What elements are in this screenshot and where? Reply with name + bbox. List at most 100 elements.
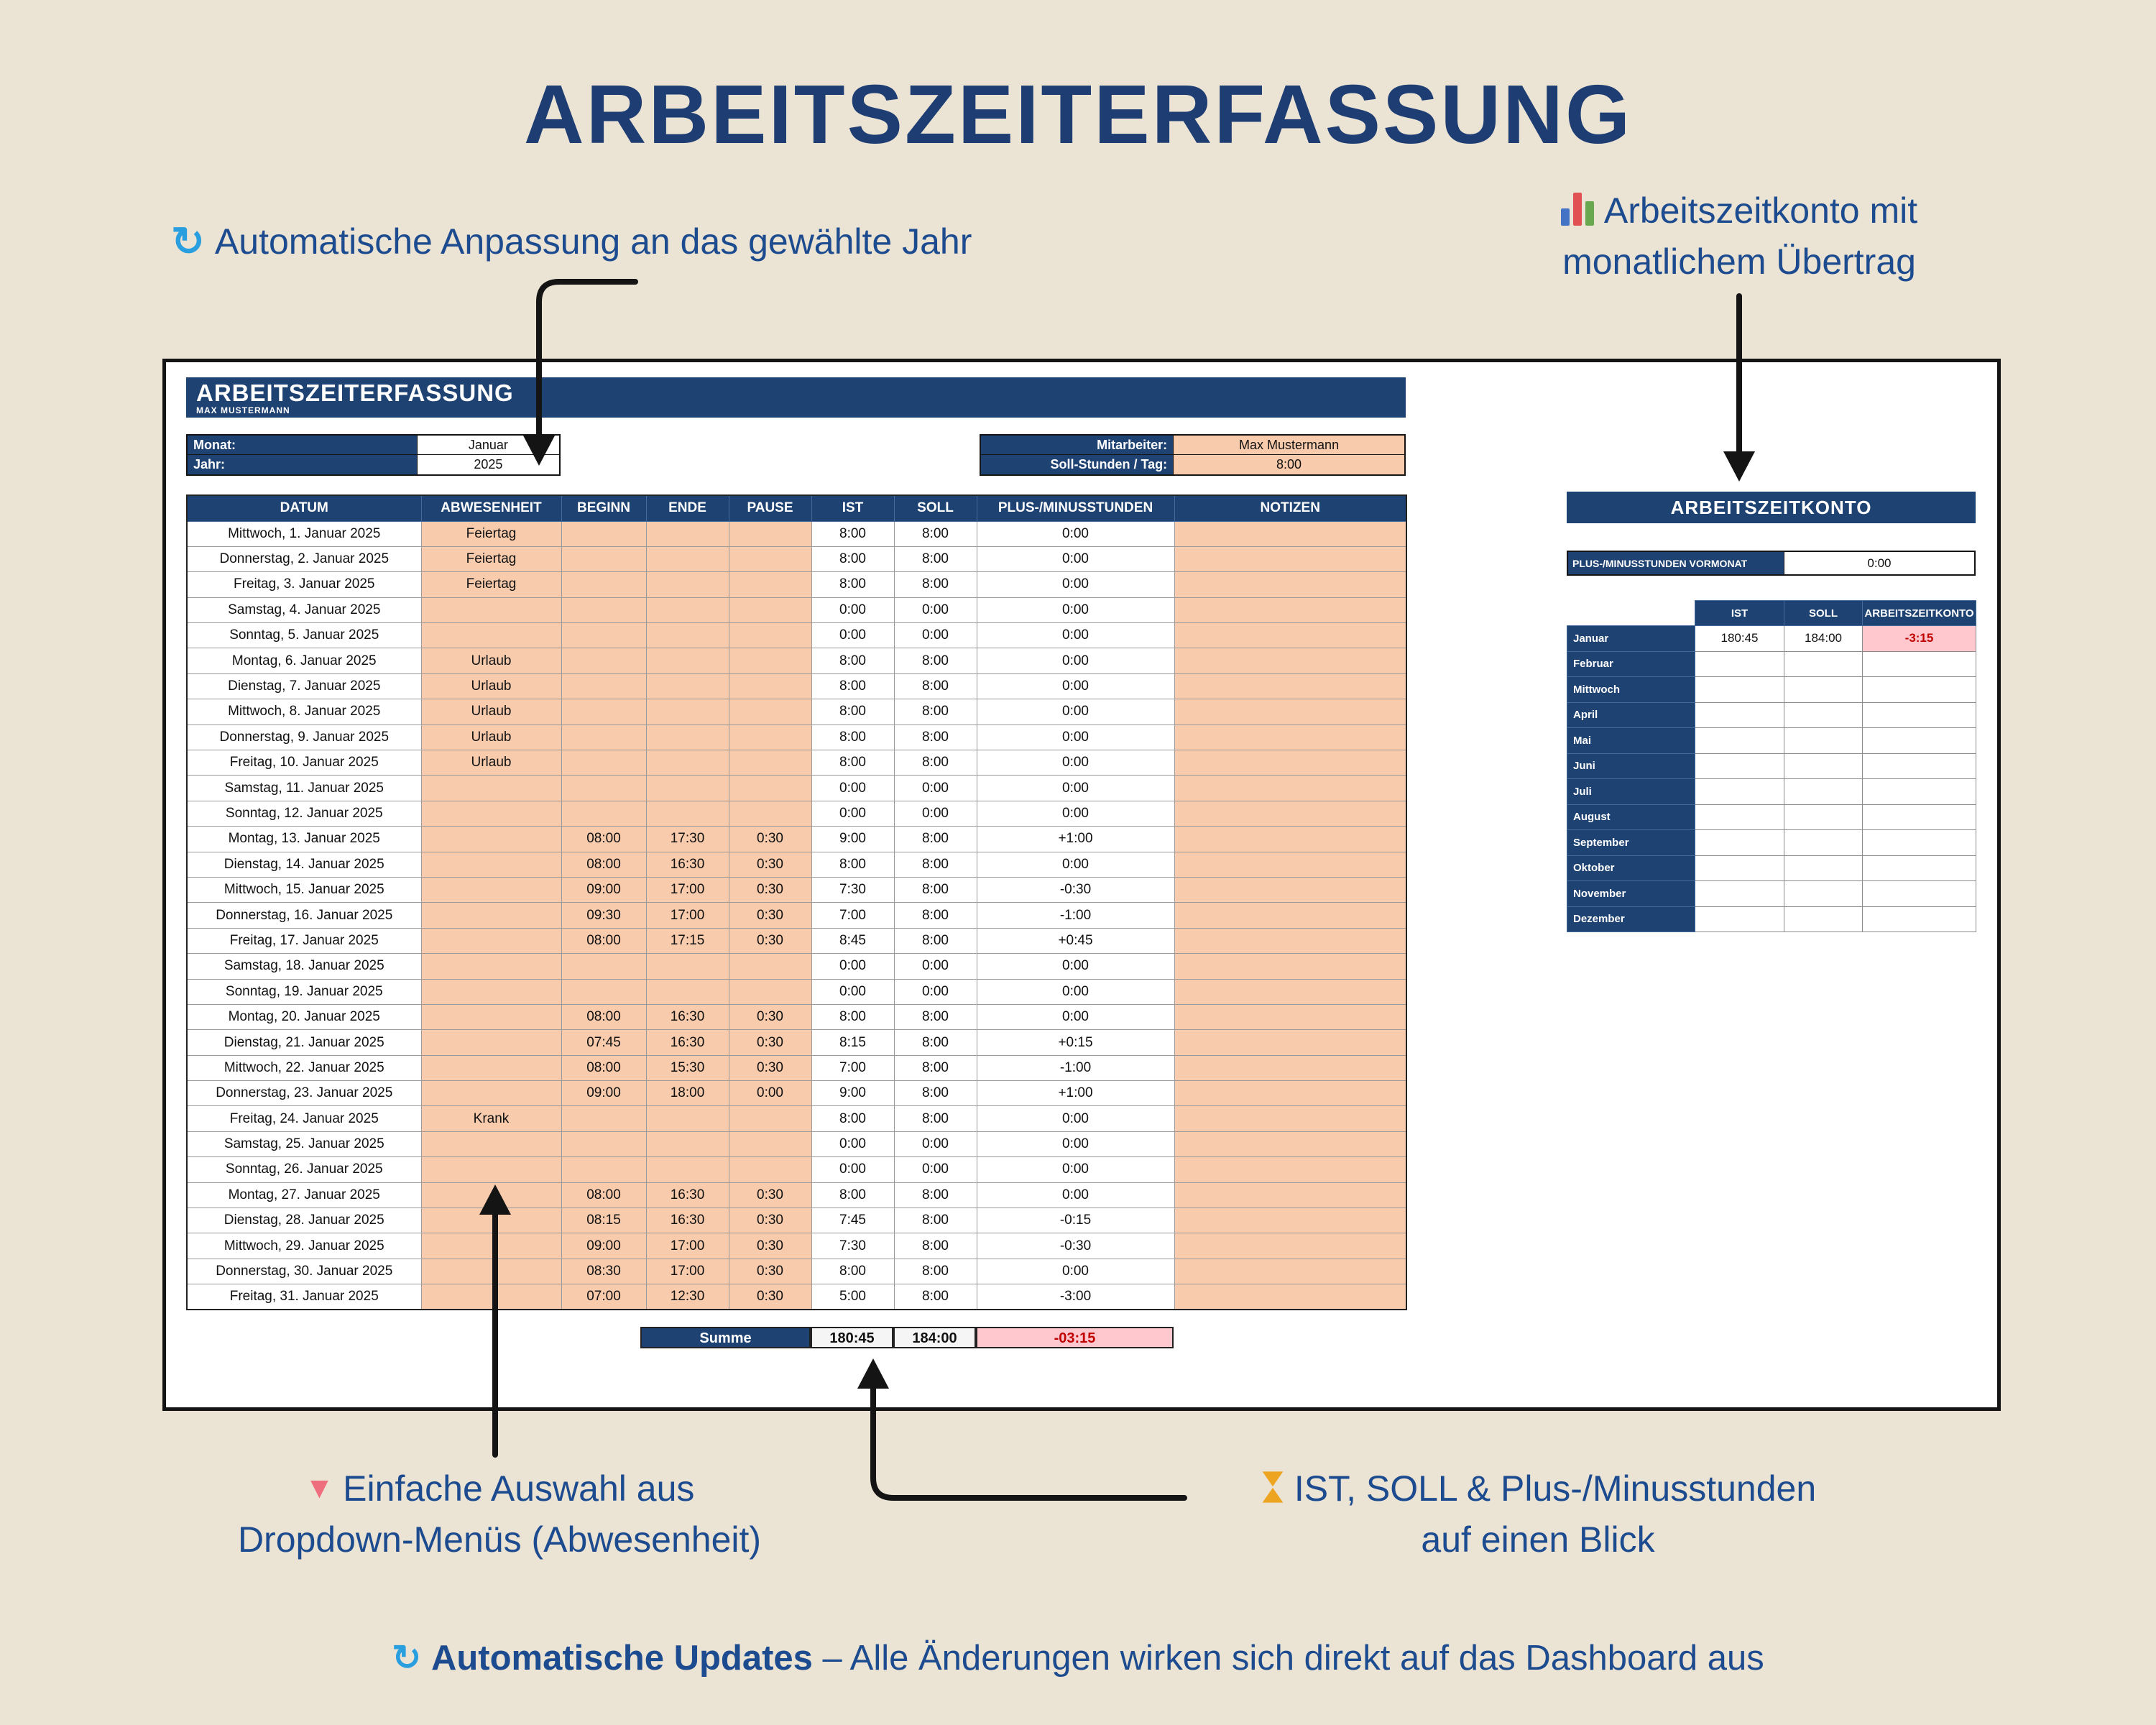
cell-abwesenheit[interactable]	[420, 978, 562, 1005]
cell-pause[interactable]	[728, 724, 812, 751]
cell-notizen[interactable]	[1174, 673, 1407, 700]
cell-ende[interactable]	[645, 1131, 729, 1158]
cell-ende[interactable]: 17:00	[645, 1258, 729, 1285]
cell-pause[interactable]: 0:30	[728, 1003, 812, 1031]
vormonat-value[interactable]: 0:00	[1783, 552, 1974, 574]
cell-pause[interactable]	[728, 1105, 812, 1132]
cell-abwesenheit[interactable]	[420, 1258, 562, 1285]
cell-abwesenheit[interactable]	[420, 1233, 562, 1259]
cell-abwesenheit[interactable]: Urlaub	[420, 750, 562, 776]
cell-notizen[interactable]	[1174, 1284, 1407, 1310]
cell-beginn[interactable]: 09:00	[561, 1233, 647, 1259]
cell-abwesenheit[interactable]: Urlaub	[420, 724, 562, 751]
cell-notizen[interactable]	[1174, 597, 1407, 624]
cell-pause[interactable]	[728, 953, 812, 980]
cell-ende[interactable]: 17:00	[645, 1233, 729, 1259]
cell-abwesenheit[interactable]	[420, 927, 562, 954]
cell-beginn[interactable]: 08:15	[561, 1208, 647, 1234]
cell-notizen[interactable]	[1174, 750, 1407, 776]
cell-abwesenheit[interactable]	[420, 876, 562, 903]
cell-notizen[interactable]	[1174, 1105, 1407, 1132]
cell-beginn[interactable]: 07:00	[561, 1284, 647, 1310]
cell-abwesenheit[interactable]: Urlaub	[420, 673, 562, 700]
cell-notizen[interactable]	[1174, 1233, 1407, 1259]
cell-abwesenheit[interactable]	[420, 1182, 562, 1209]
cell-pause[interactable]: 0:30	[728, 902, 812, 929]
cell-notizen[interactable]	[1174, 1208, 1407, 1234]
cell-abwesenheit[interactable]	[420, 953, 562, 980]
cell-pause[interactable]	[728, 520, 812, 547]
cell-notizen[interactable]	[1174, 775, 1407, 801]
cell-notizen[interactable]	[1174, 902, 1407, 929]
cell-ende[interactable]	[645, 978, 729, 1005]
cell-ende[interactable]	[645, 800, 729, 827]
cell-notizen[interactable]	[1174, 851, 1407, 878]
cell-ende[interactable]: 17:00	[645, 876, 729, 903]
cell-beginn[interactable]	[561, 800, 647, 827]
jahr-value[interactable]: 2025	[416, 455, 559, 474]
cell-notizen[interactable]	[1174, 1054, 1407, 1082]
cell-ende[interactable]: 17:30	[645, 826, 729, 852]
cell-abwesenheit[interactable]	[420, 1284, 562, 1310]
cell-pause[interactable]	[728, 800, 812, 827]
cell-ende[interactable]	[645, 699, 729, 725]
cell-ende[interactable]	[645, 673, 729, 700]
cell-beginn[interactable]: 08:00	[561, 1054, 647, 1082]
cell-pause[interactable]: 0:30	[728, 1258, 812, 1285]
cell-notizen[interactable]	[1174, 724, 1407, 751]
cell-beginn[interactable]	[561, 1131, 647, 1158]
cell-beginn[interactable]: 09:00	[561, 876, 647, 903]
cell-abwesenheit[interactable]	[420, 800, 562, 827]
cell-pause[interactable]: 0:00	[728, 1080, 812, 1107]
cell-notizen[interactable]	[1174, 953, 1407, 980]
cell-notizen[interactable]	[1174, 1258, 1407, 1285]
cell-beginn[interactable]: 09:30	[561, 902, 647, 929]
cell-beginn[interactable]	[561, 750, 647, 776]
cell-pause[interactable]	[728, 1131, 812, 1158]
cell-pause[interactable]: 0:30	[728, 1182, 812, 1209]
cell-beginn[interactable]	[561, 673, 647, 700]
cell-notizen[interactable]	[1174, 520, 1407, 547]
cell-beginn[interactable]	[561, 571, 647, 598]
cell-beginn[interactable]: 08:00	[561, 1003, 647, 1031]
cell-beginn[interactable]	[561, 1156, 647, 1183]
cell-ende[interactable]: 12:30	[645, 1284, 729, 1310]
cell-notizen[interactable]	[1174, 699, 1407, 725]
cell-beginn[interactable]: 08:00	[561, 927, 647, 954]
monat-value[interactable]: Januar	[416, 436, 559, 454]
cell-pause[interactable]	[728, 1156, 812, 1183]
cell-pause[interactable]: 0:30	[728, 927, 812, 954]
cell-abwesenheit[interactable]	[420, 1003, 562, 1031]
cell-ende[interactable]: 16:30	[645, 1003, 729, 1031]
cell-abwesenheit[interactable]	[420, 1080, 562, 1107]
cell-abwesenheit[interactable]	[420, 622, 562, 649]
cell-ende[interactable]: 15:30	[645, 1054, 729, 1082]
cell-notizen[interactable]	[1174, 1080, 1407, 1107]
cell-pause[interactable]: 0:30	[728, 826, 812, 852]
cell-beginn[interactable]	[561, 724, 647, 751]
cell-notizen[interactable]	[1174, 826, 1407, 852]
cell-pause[interactable]: 0:30	[728, 1233, 812, 1259]
cell-ende[interactable]: 17:15	[645, 927, 729, 954]
cell-abwesenheit[interactable]: Urlaub	[420, 648, 562, 674]
cell-notizen[interactable]	[1174, 1029, 1407, 1056]
cell-notizen[interactable]	[1174, 978, 1407, 1005]
cell-notizen[interactable]	[1174, 546, 1407, 573]
cell-ende[interactable]	[645, 750, 729, 776]
cell-pause[interactable]: 0:30	[728, 851, 812, 878]
cell-pause[interactable]	[728, 597, 812, 624]
cell-ende[interactable]	[645, 1156, 729, 1183]
cell-notizen[interactable]	[1174, 1182, 1407, 1209]
cell-notizen[interactable]	[1174, 876, 1407, 903]
cell-pause[interactable]	[728, 622, 812, 649]
cell-abwesenheit[interactable]: Feiertag	[420, 571, 562, 598]
cell-pause[interactable]: 0:30	[728, 1054, 812, 1082]
cell-ende[interactable]: 16:30	[645, 1208, 729, 1234]
cell-notizen[interactable]	[1174, 622, 1407, 649]
cell-ende[interactable]	[645, 622, 729, 649]
cell-ende[interactable]: 18:00	[645, 1080, 729, 1107]
cell-ende[interactable]	[645, 1105, 729, 1132]
cell-ende[interactable]: 16:30	[645, 1029, 729, 1056]
cell-beginn[interactable]	[561, 1105, 647, 1132]
cell-notizen[interactable]	[1174, 927, 1407, 954]
